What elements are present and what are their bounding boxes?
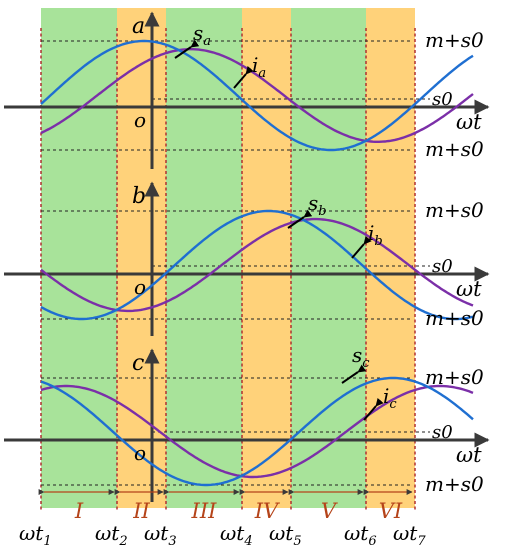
current-label-pointer — [233, 65, 254, 89]
voltage-curve — [40, 209, 474, 321]
current-label-pointer — [351, 235, 372, 259]
voltage-label-pointer — [287, 209, 313, 229]
voltage-label: sa — [193, 21, 211, 49]
phase-panel-2: b o ωt m+s0 s0 m+s0 sb ib — [4, 181, 490, 336]
time-mark-6: ωt6 — [344, 521, 377, 549]
time-mark-1: ωt1 — [19, 521, 52, 549]
upper-level-label: m+s0 — [425, 365, 484, 389]
voltage-label-pointer — [341, 364, 367, 384]
sector-band-4 — [242, 8, 291, 508]
voltage-curve — [40, 39, 474, 152]
time-axis-label: ωt — [456, 110, 482, 134]
origin-label: o — [134, 275, 146, 299]
time-mark-2: ωt2 — [95, 521, 128, 549]
voltage-curve — [40, 376, 474, 487]
time-mark-4: ωt4 — [220, 521, 253, 549]
voltage-label-pointer — [174, 39, 200, 59]
current-label-pointer — [363, 397, 384, 421]
time-axis-label: ωt — [456, 443, 482, 467]
sector-label-3: III — [191, 499, 218, 523]
current-label: ia — [252, 53, 266, 81]
voltage-label: sb — [308, 191, 327, 219]
current-curve — [40, 48, 474, 143]
upper-level-label: m+s0 — [425, 198, 484, 222]
lower-level-label: m+s0 — [425, 306, 484, 330]
value-axis-label: a — [132, 14, 145, 39]
sector-label-5: V — [321, 499, 338, 523]
value-axis-label: c — [132, 351, 144, 376]
sector-label-4: IV — [254, 499, 280, 523]
time-mark-5: ωt5 — [269, 521, 302, 549]
phase-panel-1: a o ωt m+s0 s0 m+s0 sa ia — [4, 11, 490, 169]
sector-band-2 — [117, 8, 166, 508]
lower-level-label: m+s0 — [425, 472, 484, 496]
upper-level-label: m+s0 — [425, 28, 484, 52]
sector-label-6: VI — [379, 499, 403, 523]
value-axis-label: b — [132, 184, 146, 209]
current-label: ic — [383, 384, 397, 412]
current-label: ib — [368, 221, 383, 249]
sector-label-1: I — [74, 499, 84, 523]
offset-label: s0 — [432, 256, 453, 277]
origin-label: o — [134, 441, 146, 465]
time-mark-3: ωt3 — [144, 521, 177, 549]
sector-label-2: II — [132, 499, 150, 523]
lower-level-label: m+s0 — [425, 137, 484, 161]
offset-label: s0 — [432, 422, 453, 443]
time-mark-7: ωt7 — [393, 521, 426, 549]
sector-band-1 — [41, 8, 117, 508]
current-curve — [40, 217, 474, 313]
offset-label: s0 — [432, 89, 453, 110]
origin-label: o — [134, 108, 146, 132]
time-axis-label: ωt — [456, 277, 482, 301]
sector-band-6 — [366, 8, 415, 508]
current-curve — [40, 384, 474, 479]
voltage-label: sc — [352, 343, 370, 371]
